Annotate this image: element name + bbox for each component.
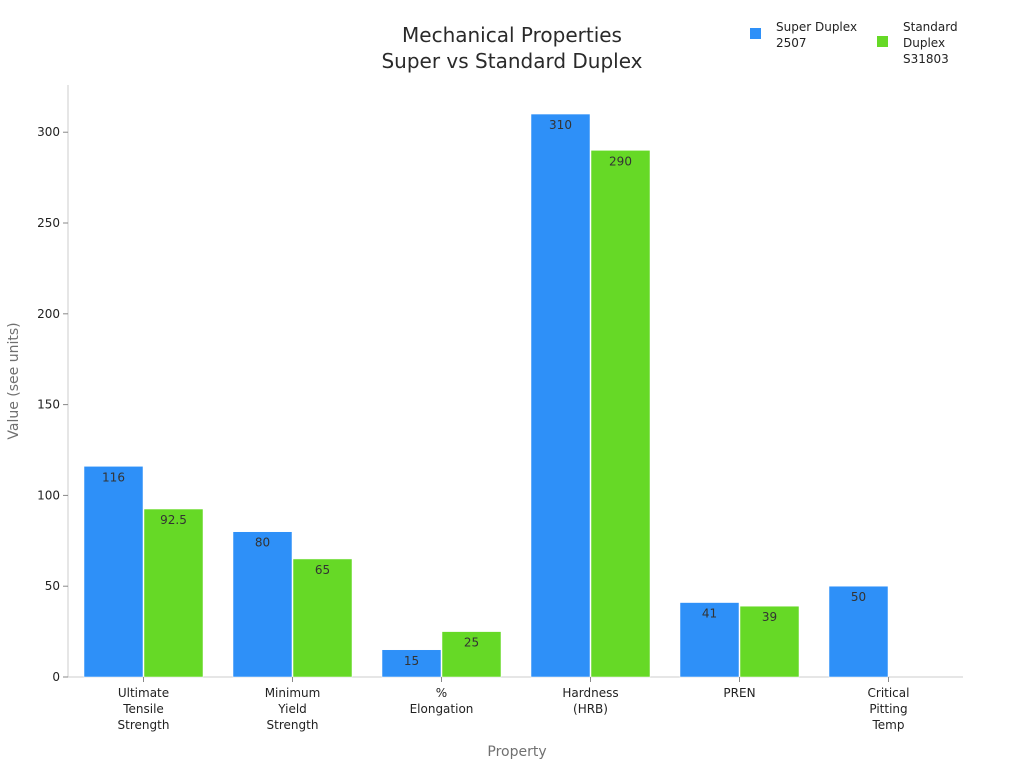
x-tick-label: Tensile bbox=[122, 702, 164, 716]
y-axis-label: Value (see units) bbox=[6, 322, 22, 439]
bar-value-label: 116 bbox=[102, 470, 125, 484]
x-tick-label: Strength bbox=[118, 718, 170, 732]
x-tick-label: Minimum bbox=[265, 686, 321, 700]
bar-series-1[interactable] bbox=[828, 585, 889, 678]
bar-value-label: 50 bbox=[851, 590, 866, 604]
bar-series-1[interactable] bbox=[679, 602, 740, 678]
bar-value-label: 80 bbox=[255, 536, 270, 550]
bar-series-2[interactable] bbox=[292, 558, 353, 678]
x-tick-label: Pitting bbox=[869, 702, 907, 716]
x-tick-label: Yield bbox=[277, 702, 307, 716]
bar-value-label: 65 bbox=[315, 563, 330, 577]
legend-swatch-series-1[interactable] bbox=[750, 28, 761, 39]
x-axis-label: Property bbox=[487, 744, 546, 760]
bar-value-label: 310 bbox=[549, 118, 572, 132]
legend-swatch-series-2[interactable] bbox=[877, 36, 888, 47]
x-tick-label: (HRB) bbox=[573, 702, 608, 716]
bar-series-2[interactable] bbox=[143, 508, 204, 678]
x-tick-label: % bbox=[436, 686, 447, 700]
y-tick-label: 100 bbox=[37, 488, 60, 502]
y-tick-label: 250 bbox=[37, 216, 60, 230]
x-tick-label: Ultimate bbox=[118, 686, 169, 700]
y-tick-label: 150 bbox=[37, 398, 60, 412]
chart-title-line-2: Super vs Standard Duplex bbox=[381, 49, 642, 73]
bar-value-label: 41 bbox=[702, 607, 717, 621]
chart-title-line-1: Mechanical Properties bbox=[402, 23, 622, 47]
bar-series-2[interactable] bbox=[739, 605, 800, 678]
legend-label-series-1: 2507 bbox=[776, 36, 807, 50]
bar-value-label: 39 bbox=[762, 610, 777, 624]
bar-series-1[interactable] bbox=[83, 466, 144, 678]
legend-label-series-2: Duplex bbox=[903, 36, 945, 50]
legend-label-series-1: Super Duplex bbox=[776, 20, 857, 34]
x-tick-label: PREN bbox=[723, 686, 755, 700]
x-tick-label: Strength bbox=[267, 718, 319, 732]
legend-label-series-2: S31803 bbox=[903, 52, 949, 66]
bar-value-label: 92.5 bbox=[160, 513, 187, 527]
legend-label-series-2: Standard bbox=[903, 20, 958, 34]
y-tick-label: 50 bbox=[45, 579, 60, 593]
bar-value-label: 15 bbox=[404, 654, 419, 668]
x-tick-label: Hardness bbox=[562, 686, 618, 700]
x-tick-label: Elongation bbox=[410, 702, 474, 716]
bar-series-1[interactable] bbox=[530, 113, 591, 678]
bar-series-2[interactable] bbox=[441, 631, 502, 678]
x-tick-label: Critical bbox=[868, 686, 910, 700]
y-tick-label: 300 bbox=[37, 125, 60, 139]
bar-value-label: 290 bbox=[609, 154, 632, 168]
x-tick-label: Temp bbox=[872, 718, 905, 732]
bar-value-label: 25 bbox=[464, 636, 479, 650]
y-tick-label: 0 bbox=[52, 670, 60, 684]
bar-series-1[interactable] bbox=[232, 531, 293, 678]
y-tick-label: 200 bbox=[37, 307, 60, 321]
bar-series-2[interactable] bbox=[590, 150, 651, 678]
bar-series-1[interactable] bbox=[381, 649, 442, 678]
